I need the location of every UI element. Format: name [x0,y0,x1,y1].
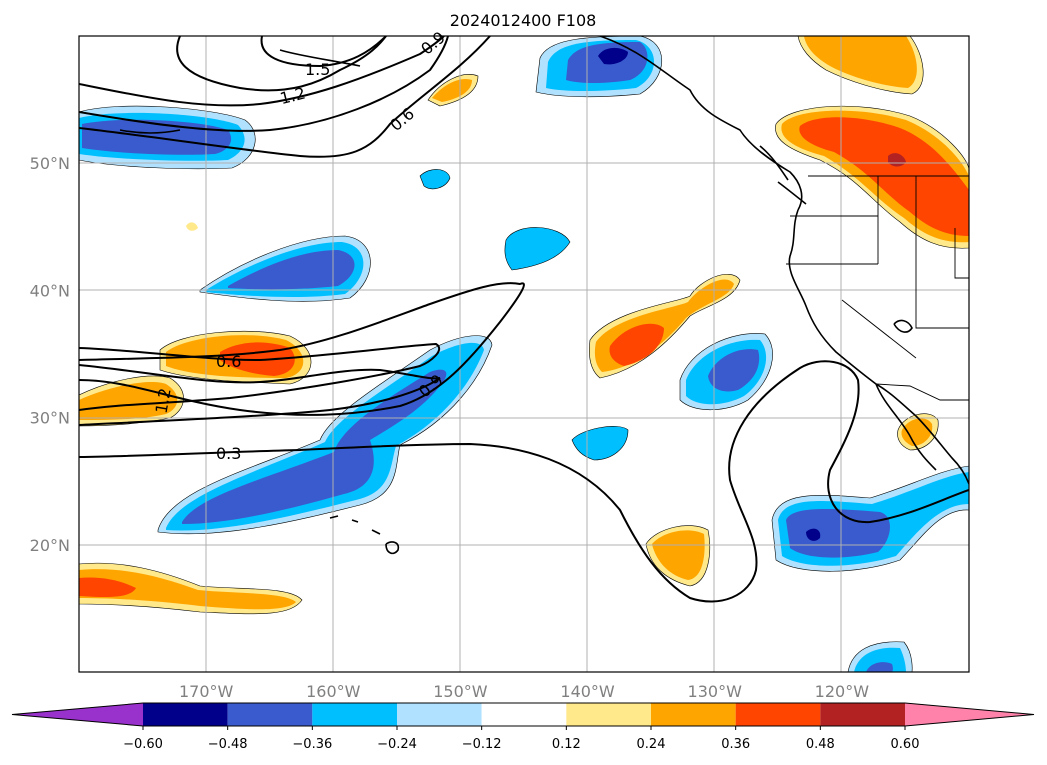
colorbar-segment [651,703,736,726]
contour-1.5-inner [260,36,387,68]
colorbar-tick-label: 0.12 [552,737,581,752]
lon-tick-label: 170°W [179,682,234,701]
contour-0.3 [79,360,969,603]
contour-0.6-south [79,282,525,416]
lon-tick-label: 150°W [433,682,488,701]
colorbar: −0.60 −0.48 −0.36 −0.24 −0.12 0.12 0.24 0.36 0.4… [11,702,1035,752]
contour-0.6-north [79,36,491,158]
pos-blob-15n-inner [79,569,296,610]
coast-bc-islands [759,145,789,181]
contour-label: 0.3 [216,444,241,463]
colorbar-tick-label: −0.24 [377,737,417,752]
contour-0.9-south [79,364,441,426]
shaded-anomalies [79,36,969,672]
contour-1.2-north [79,36,445,107]
colorbar-tick-label: −0.12 [462,737,502,752]
pos-blob-15n-core [79,577,136,598]
colorbar-extend-low [12,703,143,726]
neg-blob-south-inner [854,647,906,672]
neg-blob-128w-core [708,349,760,392]
lat-tick-label: 40°N [30,281,70,300]
colorbar-segment [481,703,567,726]
map-frame [78,35,970,673]
lat-tick-label: 20°N [30,536,70,555]
pos-blob-gulf-inner [432,78,472,102]
lat-tick-label: 30°N [30,409,70,428]
colorbar-tick-label: 0.60 [891,737,920,752]
coast-baja [875,383,937,471]
gridlines [79,36,969,672]
neg-blob-139w [571,426,629,461]
colorbar-segment [820,703,905,726]
pos-blob-small [186,222,198,231]
pos-blob-ne-core [799,117,969,236]
contour-1.2-south [79,342,441,411]
chart-title: 2024012400 F108 [450,11,597,30]
border-us-mexico [875,383,969,401]
coast-alaska [599,36,803,211]
lat-tick-label: 50°N [30,154,70,173]
coast-hawaii [329,515,400,555]
lon-tick-label: 130°W [688,682,743,701]
pos-blob-137w-core [609,323,664,366]
colorbar-segment [312,703,397,726]
contour-label: 1.5 [305,60,330,79]
neg-blob-150w [419,169,451,190]
colorbar-tick-label: 0.24 [637,737,666,752]
coast-lake [893,319,913,333]
axis-labels: 170°W 160°W 150°W 140°W 130°W 120°W 20°N 30°N 40… [30,154,870,701]
neg-blob-120w-core [786,509,890,558]
neg-blob-south-core [866,662,893,672]
colorbar-tick-label: 0.48 [806,737,835,752]
neg-blob-145w [504,227,571,271]
contour-1.5 [176,36,387,92]
lon-tick-label: 160°W [306,682,361,701]
lon-tick-label: 140°W [560,682,615,701]
colorbar-tick-label: −0.36 [292,737,332,752]
pos-blob-nne-inner [804,36,917,88]
neg-blob-120w-min [806,528,821,541]
colorbar-tick-label: 0.36 [721,737,750,752]
colorbar-segment [397,703,482,726]
pos-blob-133w-inner [652,530,705,580]
contour-label: 0.6 [216,352,241,371]
political-borders [786,175,969,401]
coast-vancouver [777,181,807,205]
coast-west-na [788,209,969,485]
contour-lines [79,36,969,603]
lon-tick-label: 120°W [815,682,870,701]
neg-band-central-core [182,369,447,524]
colorbar-tick-label: −0.60 [123,737,163,752]
neg-blob-40n-core [228,250,355,290]
neg-blob-gulf-min [598,47,628,65]
colorbar-segment [227,703,313,726]
map-panel: 1.5 1.2 0.9 0.6 0.6 0.9 1.2 0.3 [78,28,970,673]
contour-0.9-north [79,36,449,132]
border-states [786,176,969,359]
colorbar-extend-high [905,703,1034,726]
colorbar-segment [566,703,651,726]
contour-label: 1.2 [152,387,175,415]
colorbar-segment [735,703,821,726]
colorbar-segment [143,703,228,726]
colorbar-tick-label: −0.48 [208,737,248,752]
